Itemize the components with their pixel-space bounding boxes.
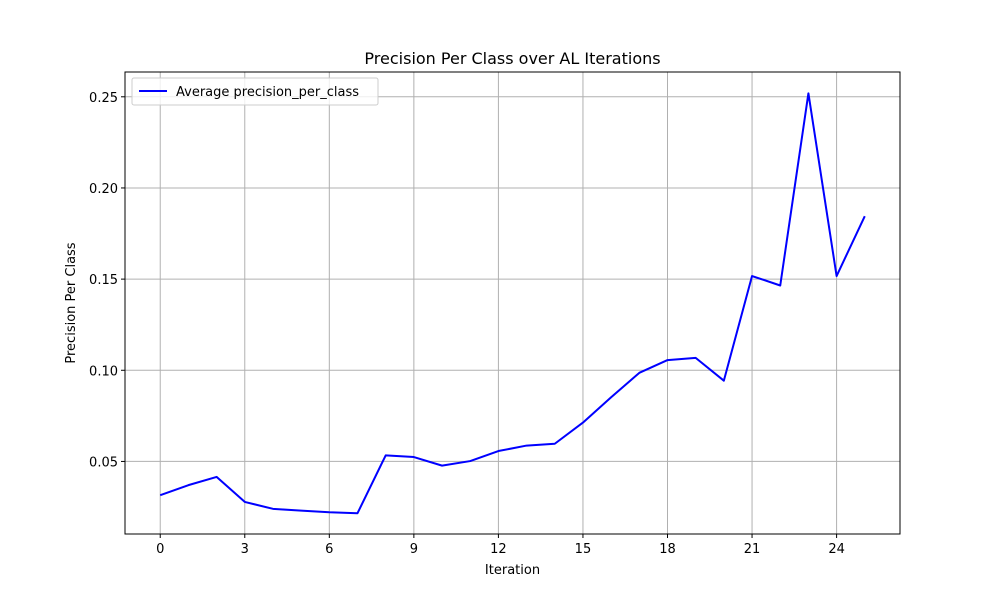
plot-area-frame (124, 71, 901, 535)
chart-title: Precision Per Class over AL Iterations (364, 49, 660, 68)
x-tick-label: 18 (659, 542, 676, 557)
legend-label: Average precision_per_class (176, 85, 359, 100)
y-tick-label: 0.10 (89, 364, 118, 379)
x-axis-ticks: 0 3 6 9 12 15 18 21 24 (156, 534, 845, 557)
series-line-average-precision-per-class (159, 92, 866, 515)
x-tick-label: 24 (828, 542, 845, 557)
x-tick-label: 9 (410, 542, 418, 557)
series-lines (159, 92, 866, 515)
grid-lines (125, 72, 900, 534)
x-tick-label: 21 (744, 542, 761, 557)
y-tick-label: 0.20 (89, 182, 118, 197)
x-tick-label: 0 (156, 542, 164, 557)
y-axis-label: Precision Per Class (64, 242, 79, 363)
x-tick-label: 12 (490, 542, 507, 557)
legend: Average precision_per_class (131, 77, 379, 106)
x-tick-label: 6 (325, 542, 333, 557)
x-tick-label: 15 (575, 542, 592, 557)
x-tick-label: 3 (241, 542, 249, 557)
y-axis-ticks: 0.05 0.10 0.15 0.20 0.25 (89, 91, 125, 470)
legend-box (131, 77, 379, 106)
x-axis-label: Iteration (485, 563, 540, 578)
y-tick-label: 0.15 (89, 273, 118, 288)
y-tick-label: 0.05 (89, 455, 118, 470)
y-tick-label: 0.25 (89, 91, 118, 106)
